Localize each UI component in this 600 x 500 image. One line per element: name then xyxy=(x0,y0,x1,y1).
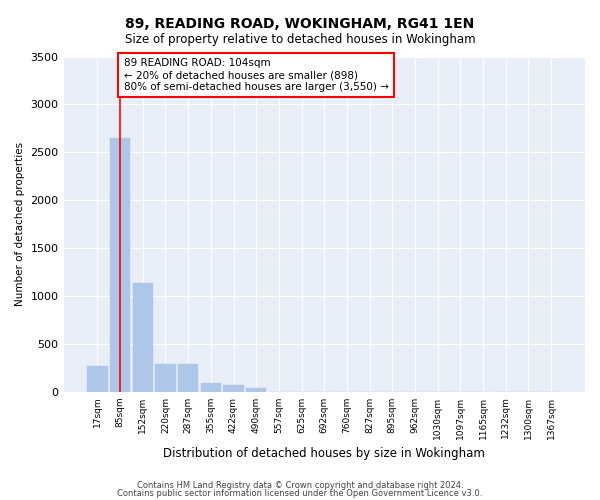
Bar xyxy=(178,364,199,392)
Text: 89 READING ROAD: 104sqm
← 20% of detached houses are smaller (898)
80% of semi-d: 89 READING ROAD: 104sqm ← 20% of detache… xyxy=(124,58,388,92)
X-axis label: Distribution of detached houses by size in Wokingham: Distribution of detached houses by size … xyxy=(163,447,485,460)
Bar xyxy=(200,382,221,392)
Text: 89, READING ROAD, WOKINGHAM, RG41 1EN: 89, READING ROAD, WOKINGHAM, RG41 1EN xyxy=(125,18,475,32)
Bar xyxy=(110,138,130,392)
Bar xyxy=(246,388,266,392)
Text: Contains HM Land Registry data © Crown copyright and database right 2024.: Contains HM Land Registry data © Crown c… xyxy=(137,480,463,490)
Bar xyxy=(133,282,153,392)
Text: Size of property relative to detached houses in Wokingham: Size of property relative to detached ho… xyxy=(125,32,475,46)
Bar xyxy=(223,386,244,392)
Y-axis label: Number of detached properties: Number of detached properties xyxy=(15,142,25,306)
Text: Contains public sector information licensed under the Open Government Licence v3: Contains public sector information licen… xyxy=(118,489,482,498)
Bar xyxy=(87,366,107,392)
Bar xyxy=(155,364,176,392)
